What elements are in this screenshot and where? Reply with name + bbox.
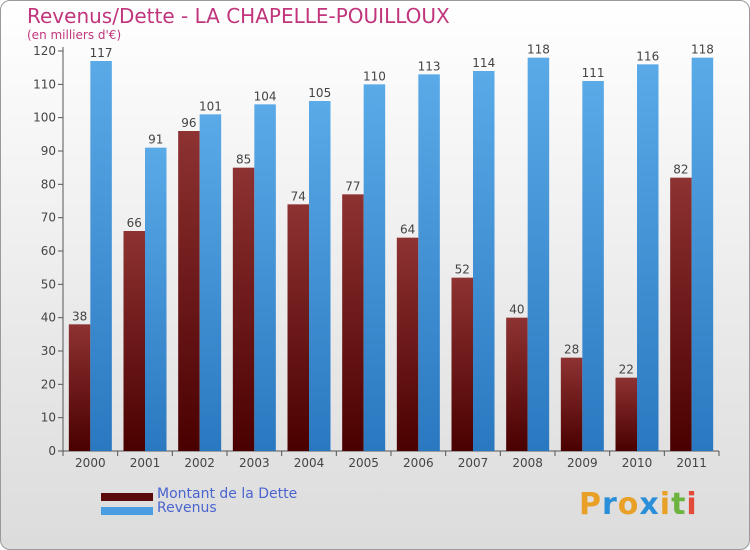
x-tick-label: 2000 xyxy=(75,456,106,470)
y-tick-label: 20 xyxy=(41,377,56,391)
bar-dette xyxy=(396,237,419,451)
bar-revenus-value-label: 91 xyxy=(148,133,163,147)
x-tick-label: 2005 xyxy=(348,456,379,470)
logo-letter: o xyxy=(617,487,640,522)
x-tick-label: 2007 xyxy=(458,456,489,470)
logo-letter: P xyxy=(579,487,602,522)
bar-revenus xyxy=(582,81,604,451)
logo-letter: t xyxy=(671,487,687,522)
bar-revenus xyxy=(527,57,550,452)
bar-revenus xyxy=(145,147,167,451)
bar-dette-value-label: 66 xyxy=(127,216,142,230)
bar-dette xyxy=(232,167,255,451)
legend-label-debt: Montant de la Dette xyxy=(157,486,298,502)
bar-revenus-value-label: 110 xyxy=(363,69,386,83)
x-tick-label: 2008 xyxy=(512,456,543,470)
y-tick-label: 10 xyxy=(41,411,56,425)
bar-dette-value-label: 52 xyxy=(455,263,470,277)
x-tick-label: 2011 xyxy=(676,456,707,470)
logo-letter: i xyxy=(686,487,698,522)
bar-dette-value-label: 40 xyxy=(509,303,524,317)
bar-dette xyxy=(506,317,528,451)
bar-dette-value-label: 22 xyxy=(619,363,634,377)
bar-revenus xyxy=(473,71,495,451)
bar-revenus xyxy=(309,101,331,451)
bar-dette-value-label: 74 xyxy=(291,189,306,203)
y-tick-label: 110 xyxy=(33,77,56,91)
y-tick-label: 80 xyxy=(41,177,56,191)
chart-title: Revenus/Dette - LA CHAPELLE-POUILLOUX xyxy=(27,4,450,28)
bar-revenus xyxy=(363,84,386,451)
bar-dette-value-label: 77 xyxy=(345,179,360,193)
bar-dette xyxy=(68,324,91,451)
legend-label-revenus: Revenus xyxy=(157,500,217,516)
bar-dette-value-label: 96 xyxy=(181,116,196,130)
bar-revenus xyxy=(691,57,714,452)
y-tick-label: 90 xyxy=(41,144,56,158)
x-tick-label: 2004 xyxy=(294,456,325,470)
bar-revenus-value-label: 114 xyxy=(472,56,495,70)
y-tick-label: 120 xyxy=(33,44,56,58)
logo-letter: i xyxy=(659,487,672,522)
bar-revenus-value-label: 113 xyxy=(418,59,441,73)
y-tick-label: 100 xyxy=(33,111,56,125)
bar-dette-value-label: 28 xyxy=(564,343,579,357)
y-tick-label: 40 xyxy=(41,311,56,325)
chart-subtitle: (en milliers d'€) xyxy=(27,28,122,42)
x-tick-label: 2006 xyxy=(403,456,434,470)
bar-revenus-value-label: 118 xyxy=(527,43,550,57)
bar-revenus xyxy=(254,104,276,451)
bar-dette xyxy=(670,177,692,451)
logo-letter: x xyxy=(639,487,660,522)
bar-dette-value-label: 85 xyxy=(236,153,251,167)
bar-revenus-value-label: 117 xyxy=(90,46,113,60)
bar-revenus-value-label: 101 xyxy=(199,99,222,113)
bar-dette xyxy=(560,357,583,451)
bar-dette xyxy=(342,194,364,452)
bar-dette xyxy=(287,204,309,451)
x-tick-label: 2010 xyxy=(622,456,653,470)
y-tick-label: 50 xyxy=(41,277,56,291)
y-tick-label: 0 xyxy=(48,444,56,458)
bar-dette-value-label: 64 xyxy=(400,223,415,237)
bar-dette xyxy=(451,277,473,451)
bar-dette-value-label: 82 xyxy=(673,163,688,177)
bar-revenus-value-label: 111 xyxy=(582,66,605,80)
bar-revenus-value-label: 116 xyxy=(636,49,659,63)
x-tick-label: 2002 xyxy=(184,456,215,470)
proxiti-logo: Proxiti xyxy=(579,487,698,522)
x-tick-label: 2001 xyxy=(130,456,161,470)
bar-dette-value-label: 38 xyxy=(72,309,87,323)
bar-revenus-value-label: 118 xyxy=(691,43,714,57)
y-tick-label: 70 xyxy=(41,211,56,225)
y-tick-label: 60 xyxy=(41,244,56,258)
bar-revenus xyxy=(637,64,659,452)
legend-swatch-debt xyxy=(101,493,153,501)
logo-letter: r xyxy=(602,487,618,522)
bar-revenus-value-label: 105 xyxy=(308,86,331,100)
bar-revenus xyxy=(199,114,222,451)
bar-revenus-value-label: 104 xyxy=(254,89,277,103)
bar-revenus xyxy=(418,74,440,451)
bar-dette xyxy=(615,377,637,451)
x-tick-label: 2009 xyxy=(567,456,598,470)
bar-dette xyxy=(178,131,200,451)
bar-revenus xyxy=(90,61,112,451)
x-tick-label: 2003 xyxy=(239,456,270,470)
y-tick-label: 30 xyxy=(41,344,56,358)
legend-swatch-revenus xyxy=(101,507,153,515)
bar-dette xyxy=(123,231,145,451)
